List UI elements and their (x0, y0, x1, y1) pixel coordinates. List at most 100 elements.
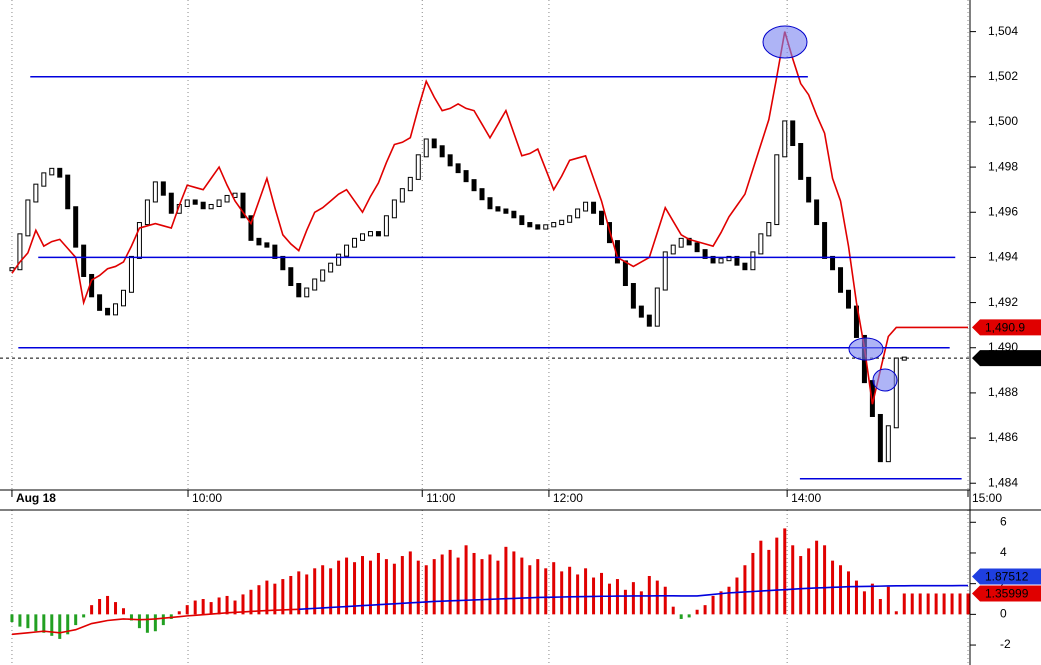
candle (885, 425, 891, 463)
candle (49, 167, 55, 176)
y-tick-label: 4 (1000, 545, 1007, 559)
highlight-ellipse (848, 337, 884, 361)
candle (702, 249, 708, 259)
bar (313, 568, 317, 615)
bar (137, 614, 141, 629)
bar (719, 591, 723, 615)
x-tick-label: Aug 18 (16, 491, 56, 505)
bar (671, 606, 675, 615)
bar (400, 556, 404, 615)
bar (18, 614, 22, 627)
bar (639, 591, 643, 615)
candle (654, 287, 660, 327)
y-tick-label: 1,498 (988, 159, 1018, 173)
candle (423, 138, 429, 158)
bar (26, 614, 30, 629)
bar (783, 528, 787, 615)
y-tick-label: 1,488 (988, 385, 1018, 399)
candle (200, 201, 206, 210)
bar (384, 559, 388, 615)
candle (686, 237, 692, 246)
candle (105, 307, 111, 316)
candle (431, 138, 437, 149)
candle (113, 303, 119, 316)
bar (966, 593, 970, 615)
last-value-box (972, 350, 1041, 367)
last-value-label: 1.35999 (985, 587, 1029, 601)
bar (225, 595, 229, 615)
bar (520, 557, 524, 615)
candle (407, 176, 413, 192)
candle (296, 283, 302, 298)
highlight-ellipse (872, 368, 898, 392)
candle (519, 215, 525, 226)
bar (145, 614, 149, 633)
candle (822, 222, 828, 259)
bar (950, 593, 954, 615)
bar (82, 614, 86, 618)
candle (184, 199, 190, 207)
y-tick-label: 1,494 (988, 250, 1018, 264)
candle (33, 183, 39, 203)
bar (799, 556, 803, 615)
candle (399, 188, 405, 203)
bar (50, 614, 54, 636)
bar (711, 595, 715, 615)
bar (98, 599, 102, 615)
candle (543, 224, 549, 230)
bar (177, 611, 181, 615)
candle (622, 260, 628, 287)
bar (663, 586, 667, 615)
candle (845, 289, 851, 309)
candle (216, 199, 222, 207)
candle (726, 255, 732, 262)
bar (249, 589, 253, 615)
candle (391, 199, 397, 219)
candle (41, 172, 47, 187)
bar (854, 580, 858, 615)
bar (42, 614, 46, 633)
bar (815, 540, 819, 615)
last-value-box (972, 568, 1041, 585)
candle (367, 231, 373, 237)
candle (782, 120, 788, 158)
bar (161, 614, 165, 626)
candle (774, 154, 780, 226)
candle (224, 194, 230, 203)
candle (583, 201, 589, 212)
candle (511, 210, 517, 219)
bar (496, 560, 500, 615)
candle (838, 267, 844, 293)
candle (742, 262, 748, 271)
candle (567, 215, 573, 223)
bar (265, 580, 269, 615)
bar (153, 614, 157, 632)
bar (448, 549, 452, 615)
bar (58, 614, 62, 639)
candle (168, 192, 174, 214)
candle (344, 244, 350, 257)
bar (297, 571, 301, 615)
candle (463, 170, 469, 183)
candle (893, 357, 899, 429)
bar (727, 586, 731, 615)
candle (790, 120, 796, 147)
candle (97, 294, 103, 311)
bar (353, 562, 357, 615)
candle (208, 203, 214, 210)
bar (512, 551, 516, 615)
candle (495, 206, 501, 212)
series-line (11, 608, 299, 636)
candle (136, 222, 142, 259)
bar (504, 546, 508, 615)
candle (328, 262, 334, 273)
bar (926, 593, 930, 615)
bar (472, 552, 476, 615)
candle (830, 255, 836, 271)
bar (552, 562, 556, 615)
bar (201, 599, 205, 615)
candle (280, 255, 286, 271)
candle (81, 244, 87, 277)
y-tick-label: -2 (1000, 637, 1011, 651)
bar (735, 577, 739, 615)
